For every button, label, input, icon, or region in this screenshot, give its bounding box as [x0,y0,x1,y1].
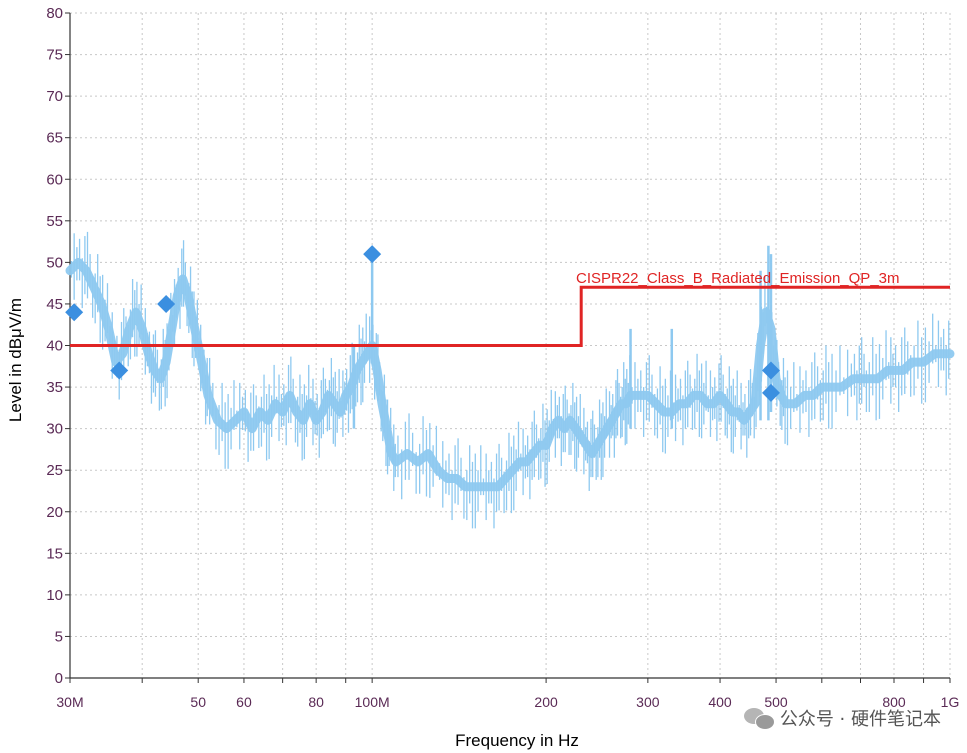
peak-marker [110,361,129,380]
y-tick-label: 15 [46,545,63,562]
x-tick-label: 800 [882,694,906,710]
y-tick-label: 55 [46,213,63,230]
limit-line-group [70,285,950,347]
limit-line [70,285,950,347]
x-axis-title: Frequency in Hz [455,731,579,750]
y-tick-label: 65 [46,130,63,147]
y-tick-label: 75 [46,47,63,64]
marker-group [65,245,780,402]
watermark-text: 公众号 · 硬件笔记本 [779,709,941,730]
y-tick-label: 50 [46,254,63,271]
x-tick-label: 30M [56,694,83,710]
spectrum-trace [65,231,955,529]
x-tick-label: 400 [708,694,732,710]
watermark: 公众号 · 硬件笔记本 [743,705,941,731]
x-tick-label: 200 [534,694,558,710]
y-tick-label: 30 [46,421,63,438]
peak-marker [761,383,780,402]
x-tick-label: 60 [236,694,252,710]
y-tick-label: 10 [46,587,63,604]
peak-marker [65,303,84,322]
x-tick-label: 100M [355,694,390,710]
peak-marker [761,361,780,380]
y-tick-label: 20 [46,504,63,521]
peak-marker [157,294,176,313]
x-tick-label: 50 [190,694,206,710]
y-tick-label: 60 [46,171,63,188]
y-tick-label: 25 [46,462,63,479]
x-tick-label: 300 [636,694,660,710]
y-tick-label: 35 [46,379,63,396]
x-tick-labels: 30M 50 60 80 100M 200 300 400 500 800 1G [56,694,959,710]
x-tick-label: 500 [764,694,788,710]
limit-line-label: CISPR22_Class_B_Radiated_Emission_QP_3m [576,270,900,287]
y-axis-title: Level in dBμV/m [6,298,25,422]
y-tick-label: 70 [46,88,63,105]
y-tick-label: 40 [46,338,63,355]
peak-marker [363,245,382,264]
y-tick-labels: 0 5 10 15 20 25 30 35 40 45 50 55 60 65 70 75 80 [46,5,63,687]
y-tick-label: 45 [46,296,63,313]
y-tick-label: 80 [46,5,63,22]
y-tick-label: 0 [55,670,63,687]
wechat-icon [743,706,775,730]
x-tick-label: 80 [308,694,324,710]
x-tick-label: 1G [941,694,960,710]
y-tick-label: 5 [55,628,63,645]
